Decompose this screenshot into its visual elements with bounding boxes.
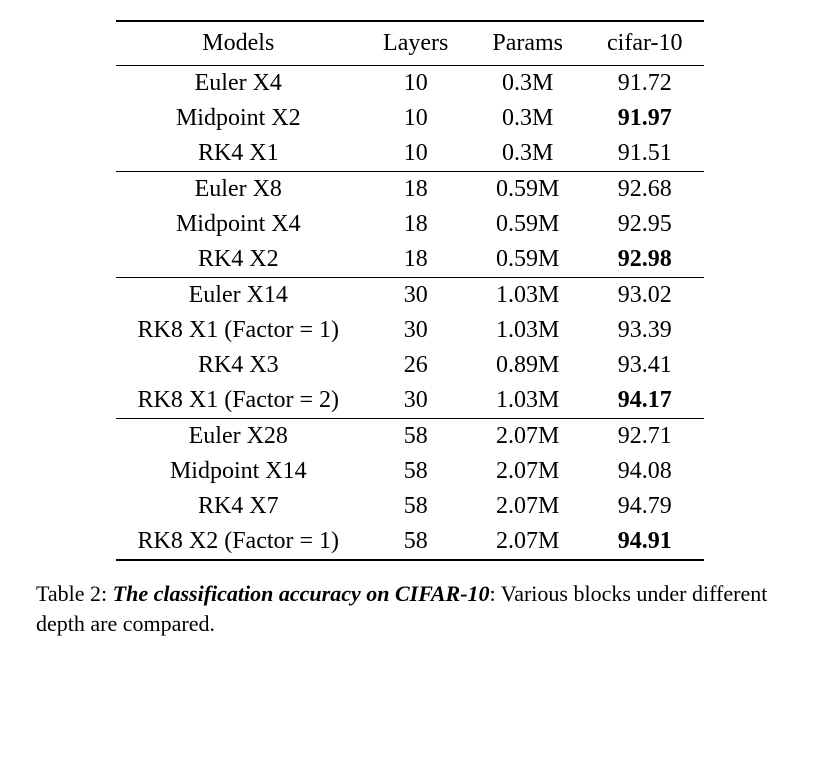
table-row: RK8 X2 (Factor = 1)582.07M94.91 xyxy=(116,524,705,560)
cell-params: 1.03M xyxy=(470,313,585,348)
cell-layers: 58 xyxy=(361,489,470,524)
cell-layers: 10 xyxy=(361,136,470,172)
col-header-cifar10: cifar-10 xyxy=(585,21,704,66)
cell-model: Midpoint X14 xyxy=(116,454,362,489)
table-header-row: Models Layers Params cifar-10 xyxy=(116,21,705,66)
cell-layers: 30 xyxy=(361,313,470,348)
table-row: RK4 X3260.89M93.41 xyxy=(116,348,705,383)
cell-params: 1.03M xyxy=(470,278,585,314)
cell-params: 0.89M xyxy=(470,348,585,383)
cell-cifar10: 92.95 xyxy=(585,207,704,242)
cell-params: 2.07M xyxy=(470,524,585,560)
cell-cifar10: 94.79 xyxy=(585,489,704,524)
table-row: RK4 X7582.07M94.79 xyxy=(116,489,705,524)
cell-layers: 18 xyxy=(361,242,470,278)
caption-lead: The classification accuracy on CIFAR-10 xyxy=(113,581,490,606)
cell-layers: 26 xyxy=(361,348,470,383)
cell-model: RK4 X3 xyxy=(116,348,362,383)
cell-layers: 30 xyxy=(361,278,470,314)
cell-layers: 58 xyxy=(361,454,470,489)
table-row: RK4 X1100.3M91.51 xyxy=(116,136,705,172)
cell-cifar10: 94.08 xyxy=(585,454,704,489)
cell-layers: 58 xyxy=(361,419,470,455)
cell-layers: 30 xyxy=(361,383,470,419)
cell-model: Midpoint X2 xyxy=(116,101,362,136)
table-row: RK8 X1 (Factor = 2)301.03M94.17 xyxy=(116,383,705,419)
table-row: RK4 X2180.59M92.98 xyxy=(116,242,705,278)
cell-params: 0.59M xyxy=(470,172,585,208)
cell-params: 0.59M xyxy=(470,207,585,242)
cell-model: Midpoint X4 xyxy=(116,207,362,242)
cell-layers: 10 xyxy=(361,101,470,136)
cell-cifar10: 93.02 xyxy=(585,278,704,314)
cell-cifar10: 93.39 xyxy=(585,313,704,348)
cell-model: RK4 X7 xyxy=(116,489,362,524)
cell-layers: 18 xyxy=(361,172,470,208)
cell-cifar10: 91.97 xyxy=(585,101,704,136)
cell-params: 2.07M xyxy=(470,489,585,524)
cell-params: 2.07M xyxy=(470,419,585,455)
cell-model: RK8 X1 (Factor = 2) xyxy=(116,383,362,419)
table-row: Midpoint X14582.07M94.08 xyxy=(116,454,705,489)
cell-layers: 10 xyxy=(361,66,470,102)
cell-model: Euler X14 xyxy=(116,278,362,314)
cell-model: RK4 X2 xyxy=(116,242,362,278)
table-caption: Table 2: The classification accuracy on … xyxy=(36,579,784,638)
cell-cifar10: 92.68 xyxy=(585,172,704,208)
cell-cifar10: 92.98 xyxy=(585,242,704,278)
cell-model: Euler X8 xyxy=(116,172,362,208)
cell-cifar10: 94.91 xyxy=(585,524,704,560)
cell-model: Euler X28 xyxy=(116,419,362,455)
cell-layers: 58 xyxy=(361,524,470,560)
col-header-layers: Layers xyxy=(361,21,470,66)
cell-params: 0.3M xyxy=(470,66,585,102)
cell-params: 0.59M xyxy=(470,242,585,278)
table-row: Euler X4100.3M91.72 xyxy=(116,66,705,102)
table-body: Euler X4100.3M91.72Midpoint X2100.3M91.9… xyxy=(116,66,705,561)
results-table: Models Layers Params cifar-10 Euler X410… xyxy=(116,20,705,561)
cell-cifar10: 94.17 xyxy=(585,383,704,419)
table-row: Euler X14301.03M93.02 xyxy=(116,278,705,314)
cell-cifar10: 92.71 xyxy=(585,419,704,455)
cell-cifar10: 93.41 xyxy=(585,348,704,383)
table-row: Euler X28582.07M92.71 xyxy=(116,419,705,455)
cell-params: 1.03M xyxy=(470,383,585,419)
cell-params: 0.3M xyxy=(470,101,585,136)
table-row: Euler X8180.59M92.68 xyxy=(116,172,705,208)
cell-model: RK8 X2 (Factor = 1) xyxy=(116,524,362,560)
cell-params: 2.07M xyxy=(470,454,585,489)
cell-model: RK8 X1 (Factor = 1) xyxy=(116,313,362,348)
col-header-models: Models xyxy=(116,21,362,66)
cell-params: 0.3M xyxy=(470,136,585,172)
cell-model: Euler X4 xyxy=(116,66,362,102)
col-header-params: Params xyxy=(470,21,585,66)
table-row: Midpoint X2100.3M91.97 xyxy=(116,101,705,136)
cell-layers: 18 xyxy=(361,207,470,242)
table-row: Midpoint X4180.59M92.95 xyxy=(116,207,705,242)
caption-prefix: Table 2: xyxy=(36,581,113,606)
cell-model: RK4 X1 xyxy=(116,136,362,172)
cell-cifar10: 91.51 xyxy=(585,136,704,172)
cell-cifar10: 91.72 xyxy=(585,66,704,102)
table-row: RK8 X1 (Factor = 1)301.03M93.39 xyxy=(116,313,705,348)
